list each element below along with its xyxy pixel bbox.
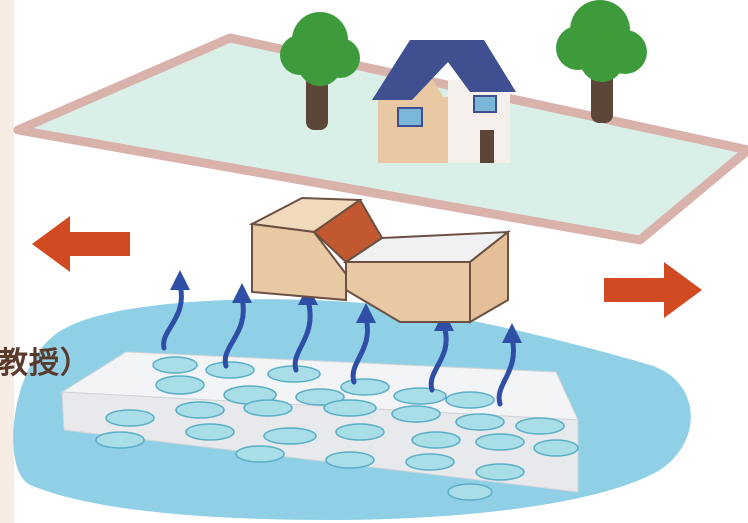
fluid-arrow-icon [350,315,370,385]
fluid-arrow-icon [428,323,449,393]
tree-icon [556,0,647,123]
right-arrow-icon [604,262,702,318]
fluid-arrow-icon [222,295,246,369]
tree-icon [280,12,360,130]
fault-blocks [248,196,512,324]
fluid-arrow-icon [161,282,184,351]
caption-text: 教授） [0,346,91,381]
fluid-arrow-icon [292,297,313,373]
house-icon [372,40,516,163]
fluid-arrow-group [161,282,516,407]
left-edge-strip [0,0,14,523]
fluid-arrow-icon [496,335,516,407]
left-arrow-icon [32,216,130,272]
pore-group [95,356,579,501]
